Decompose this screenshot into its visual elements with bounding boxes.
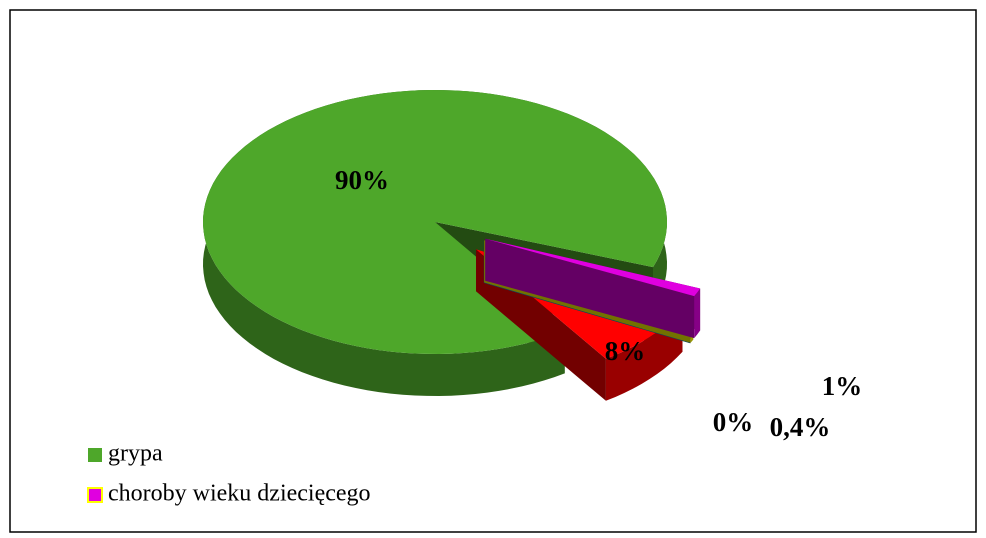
slice-face <box>485 238 695 339</box>
data-label: 0,4% <box>770 412 831 442</box>
legend-swatch <box>87 487 103 503</box>
slice-side <box>694 288 701 339</box>
legend-swatch <box>88 448 102 462</box>
slice <box>203 90 667 354</box>
legend-label: choroby wieku dziecięcego <box>108 481 371 507</box>
legend-label: grypa <box>108 441 163 467</box>
data-label: 1% <box>822 371 863 401</box>
slice <box>485 238 701 297</box>
data-label: 8% <box>605 336 646 366</box>
data-label: 0% <box>713 407 754 437</box>
data-label: 90% <box>335 165 389 195</box>
